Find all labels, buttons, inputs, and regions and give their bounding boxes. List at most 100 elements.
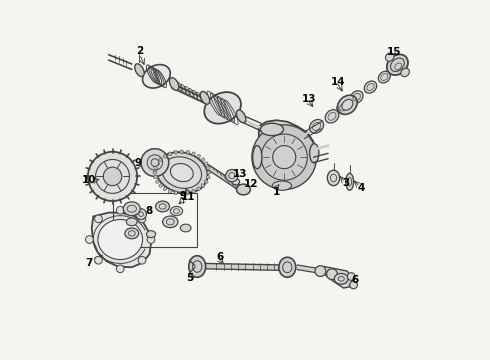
Text: 9: 9: [180, 191, 187, 201]
Ellipse shape: [98, 220, 143, 260]
Ellipse shape: [126, 218, 137, 226]
Polygon shape: [255, 120, 315, 186]
Circle shape: [136, 209, 147, 220]
Ellipse shape: [153, 171, 157, 174]
Ellipse shape: [237, 184, 250, 195]
Text: 6: 6: [351, 275, 359, 285]
Ellipse shape: [171, 206, 183, 216]
Ellipse shape: [206, 166, 210, 170]
Text: 11: 11: [181, 192, 195, 202]
Text: 5: 5: [186, 273, 193, 283]
Ellipse shape: [200, 91, 210, 104]
Ellipse shape: [169, 189, 172, 193]
Circle shape: [95, 215, 102, 223]
Ellipse shape: [253, 145, 262, 169]
Ellipse shape: [186, 191, 189, 195]
Text: 2: 2: [136, 46, 143, 56]
Text: 8: 8: [145, 206, 152, 216]
Ellipse shape: [156, 152, 208, 193]
Circle shape: [117, 265, 124, 273]
Ellipse shape: [337, 101, 350, 114]
Ellipse shape: [192, 152, 195, 156]
Text: 13: 13: [302, 94, 316, 104]
Ellipse shape: [279, 257, 296, 277]
Ellipse shape: [401, 68, 410, 77]
Ellipse shape: [207, 171, 211, 174]
Ellipse shape: [147, 231, 156, 238]
Ellipse shape: [260, 123, 283, 136]
Ellipse shape: [123, 202, 140, 216]
Circle shape: [103, 167, 122, 186]
Ellipse shape: [125, 228, 139, 239]
Ellipse shape: [169, 152, 172, 156]
Polygon shape: [324, 266, 355, 288]
Circle shape: [327, 269, 337, 280]
Ellipse shape: [204, 162, 208, 165]
Text: 1: 1: [273, 187, 280, 197]
Ellipse shape: [154, 166, 157, 170]
Ellipse shape: [159, 158, 163, 161]
Circle shape: [95, 256, 102, 264]
Ellipse shape: [162, 157, 201, 188]
Ellipse shape: [163, 187, 167, 190]
Ellipse shape: [197, 154, 200, 158]
Ellipse shape: [156, 162, 159, 165]
Ellipse shape: [192, 189, 195, 193]
Ellipse shape: [135, 64, 144, 77]
Circle shape: [138, 215, 146, 223]
Ellipse shape: [325, 110, 339, 123]
Ellipse shape: [174, 150, 177, 154]
Ellipse shape: [154, 176, 157, 179]
Ellipse shape: [171, 163, 193, 182]
Text: 7: 7: [86, 258, 93, 267]
Circle shape: [86, 236, 93, 243]
Ellipse shape: [174, 191, 177, 195]
Ellipse shape: [201, 184, 205, 187]
Ellipse shape: [170, 78, 179, 90]
Circle shape: [151, 159, 159, 166]
Text: 3: 3: [342, 178, 349, 188]
Ellipse shape: [204, 180, 208, 183]
Ellipse shape: [156, 201, 170, 212]
Ellipse shape: [378, 71, 391, 83]
Ellipse shape: [206, 176, 210, 179]
Circle shape: [261, 134, 307, 180]
Ellipse shape: [386, 53, 394, 61]
Circle shape: [138, 256, 146, 264]
Circle shape: [273, 145, 296, 169]
Ellipse shape: [342, 99, 353, 110]
Text: 14: 14: [331, 77, 345, 87]
Ellipse shape: [180, 192, 183, 195]
Ellipse shape: [189, 256, 206, 277]
Bar: [113, 193, 197, 247]
Ellipse shape: [350, 91, 363, 103]
Circle shape: [252, 125, 317, 189]
Circle shape: [116, 206, 124, 214]
Text: 13: 13: [232, 169, 247, 179]
Circle shape: [88, 152, 137, 201]
Ellipse shape: [387, 54, 408, 75]
Ellipse shape: [186, 150, 189, 154]
Circle shape: [141, 149, 169, 176]
Text: 12: 12: [244, 179, 258, 189]
Circle shape: [226, 170, 238, 182]
Text: 9: 9: [134, 158, 142, 167]
Ellipse shape: [204, 92, 241, 123]
Ellipse shape: [310, 120, 323, 133]
Text: 6: 6: [217, 252, 224, 262]
Ellipse shape: [364, 81, 377, 93]
Ellipse shape: [180, 150, 183, 154]
Ellipse shape: [346, 173, 354, 190]
Ellipse shape: [272, 181, 292, 190]
Ellipse shape: [236, 110, 246, 123]
Ellipse shape: [180, 224, 191, 232]
Ellipse shape: [338, 95, 357, 114]
Text: 15: 15: [386, 48, 401, 58]
Ellipse shape: [159, 184, 163, 187]
Circle shape: [147, 236, 155, 243]
Ellipse shape: [197, 187, 200, 190]
Ellipse shape: [156, 180, 159, 183]
Ellipse shape: [201, 158, 205, 161]
Ellipse shape: [334, 274, 348, 284]
Ellipse shape: [143, 64, 171, 88]
